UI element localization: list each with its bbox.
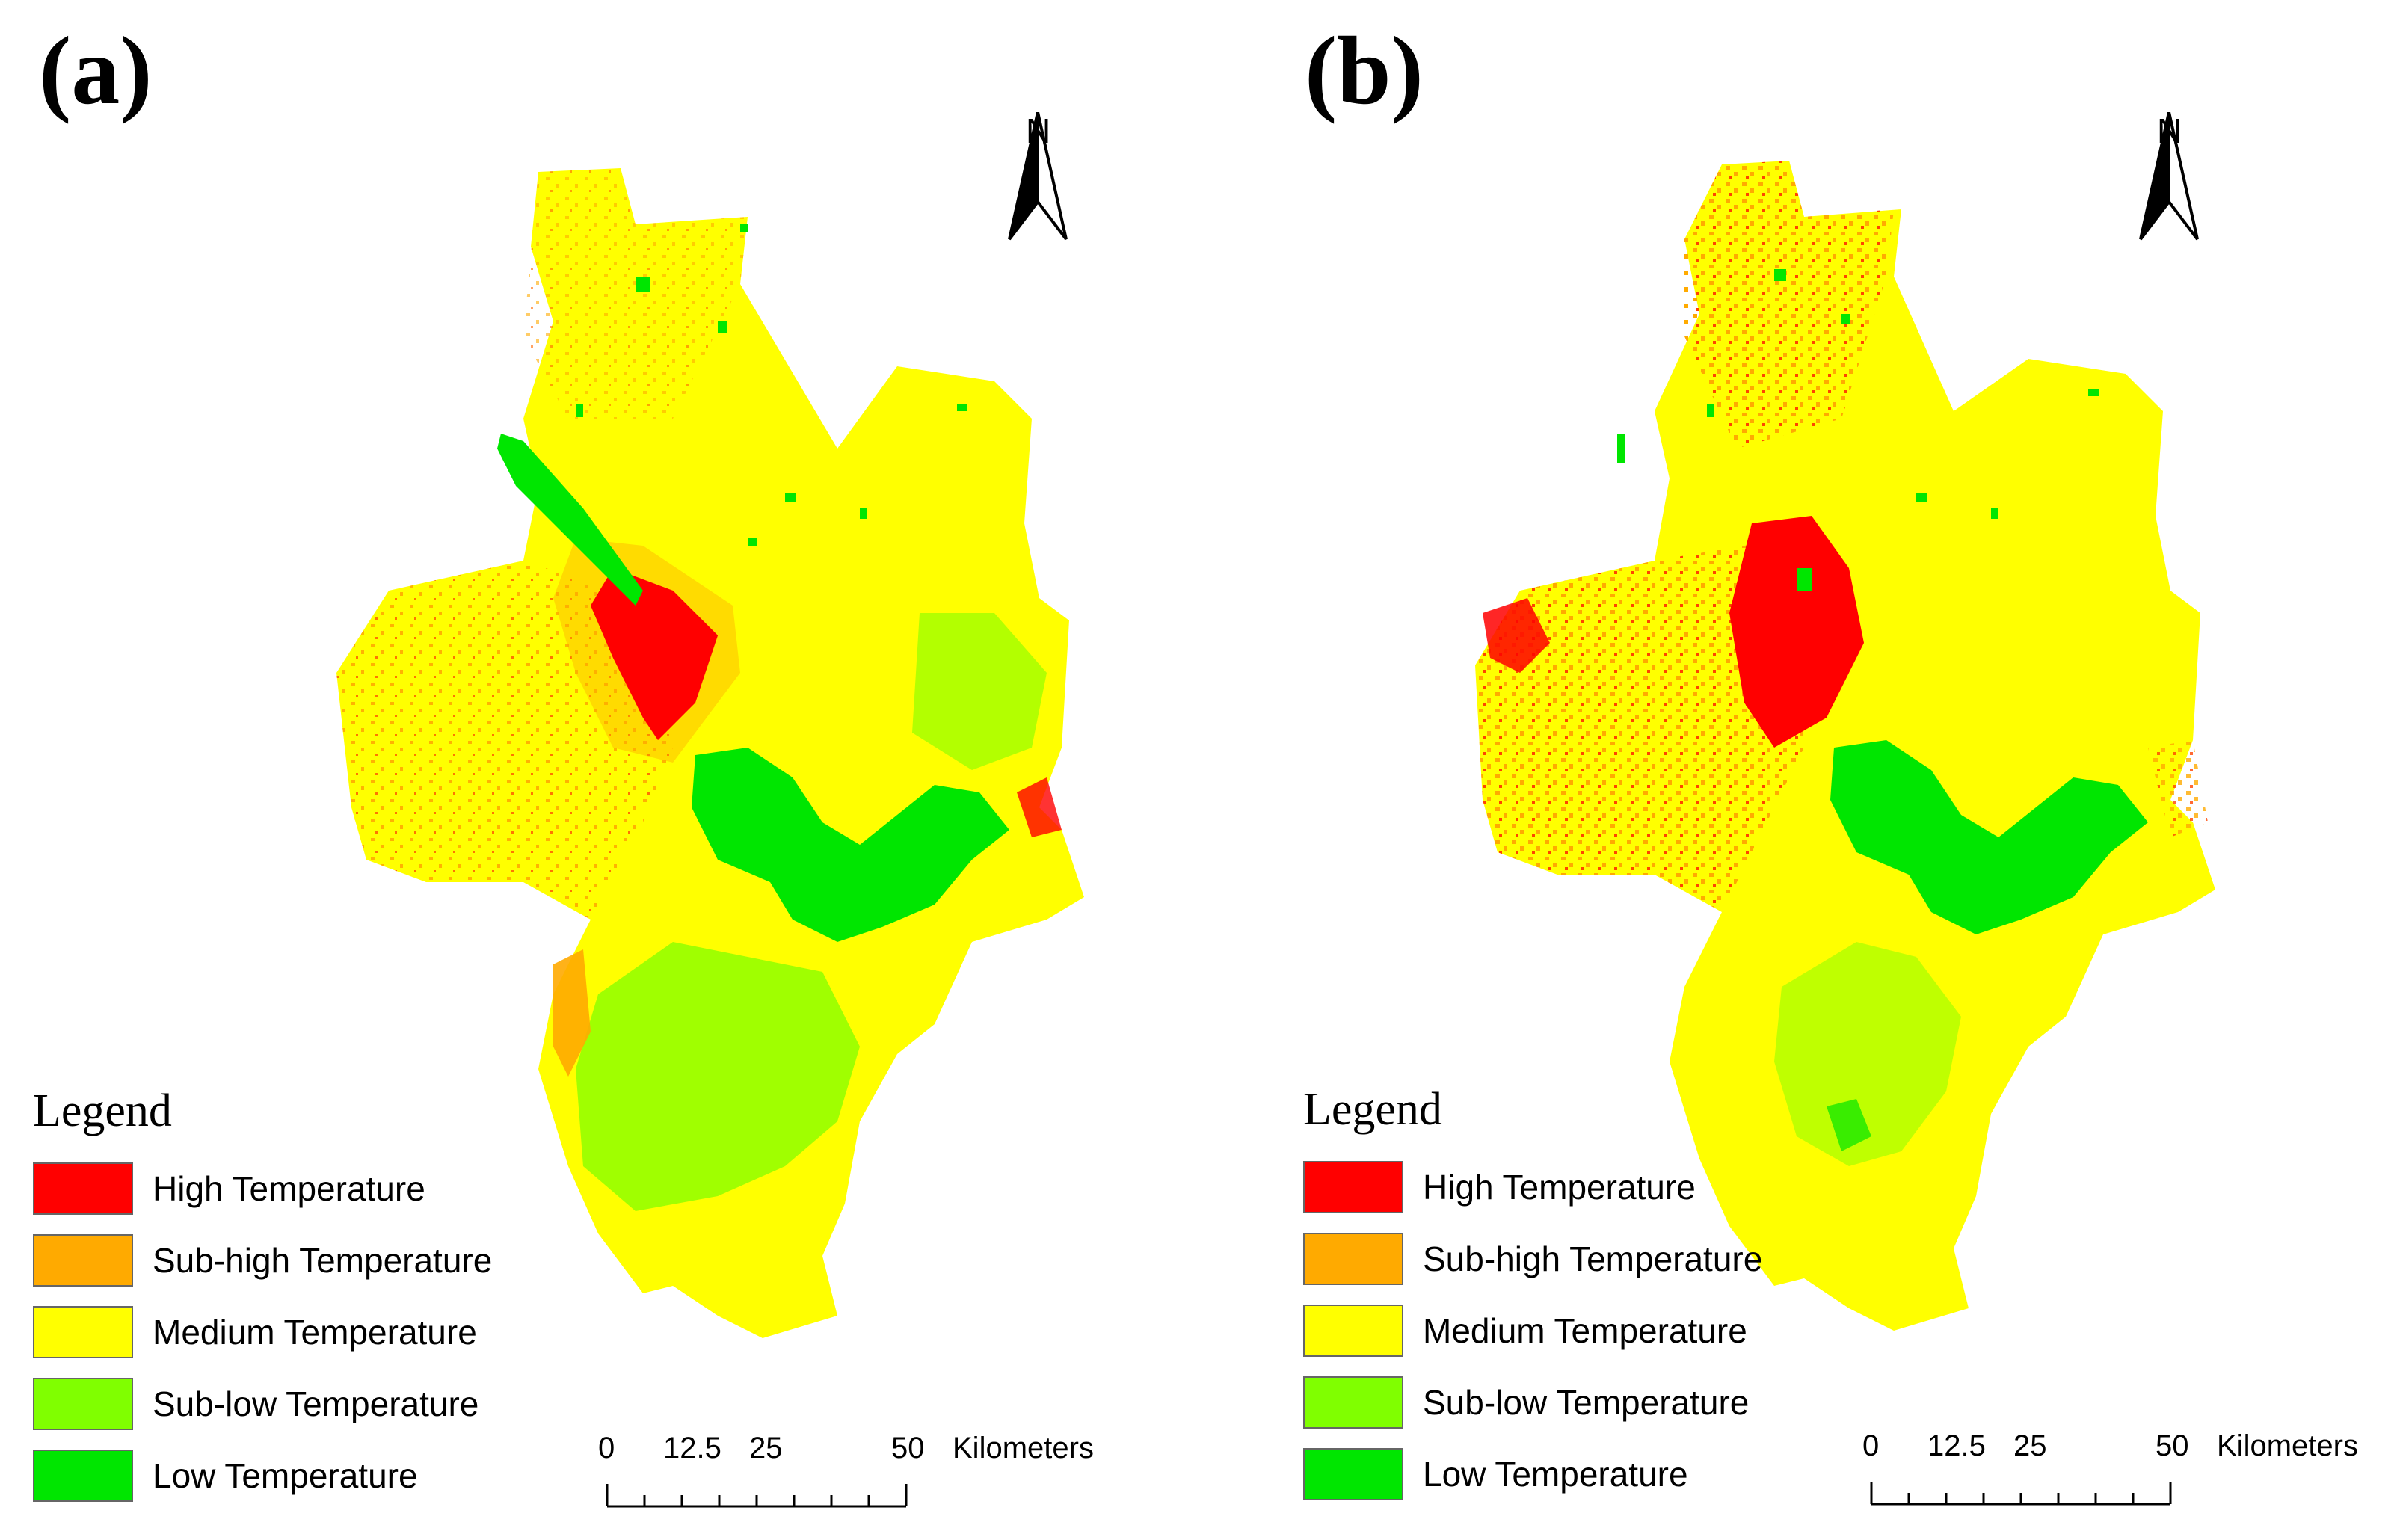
- north-arrow-icon: [2133, 111, 2200, 250]
- legend-swatch: [33, 1450, 133, 1502]
- legend-swatch: [33, 1306, 133, 1358]
- legend-title: Legend: [1303, 1084, 1442, 1135]
- legend-item-high: High Temperature: [33, 1161, 492, 1216]
- legend-item-low: Low Temperature: [33, 1448, 492, 1503]
- panel-label: (b): [1305, 17, 1424, 125]
- legend-swatch: [1303, 1233, 1403, 1285]
- scale-unit: Kilometers: [953, 1432, 1094, 1464]
- eastern-warm-strip: [2148, 740, 2208, 837]
- eastern-cool-zone: [912, 613, 1047, 770]
- scale-tick-label: 12.5: [1927, 1429, 1986, 1462]
- scale-bar: 0 12.5 25 50 Kilometers: [1856, 1429, 2358, 1512]
- river: [497, 434, 643, 606]
- legend-title: Legend: [33, 1085, 172, 1136]
- scale-tick-label: 0: [598, 1432, 615, 1464]
- legend-swatch: [1303, 1376, 1403, 1429]
- map-panel-a: (a): [0, 0, 1198, 1540]
- map-panel-b: (b): [1198, 0, 2397, 1540]
- scale-tick-label: 50: [891, 1432, 925, 1464]
- scale-tick-label: 50: [2156, 1429, 2189, 1462]
- legend-label: Low Temperature: [1423, 1455, 1688, 1494]
- scale-tick-label: 25: [749, 1432, 783, 1464]
- scale-ruler: [1870, 1482, 2172, 1506]
- legend-label: Sub-low Temperature: [153, 1385, 479, 1423]
- southwest-warm-strip: [553, 949, 591, 1077]
- legend-swatch: [33, 1162, 133, 1215]
- legend-item-low: Low Temperature: [1303, 1447, 1762, 1502]
- legend-swatch: [1303, 1161, 1403, 1213]
- legend-item-sub-low: Sub-low Temperature: [1303, 1375, 1762, 1430]
- legend-item-sub-low: Sub-low Temperature: [33, 1376, 492, 1432]
- east-hot-strip: [1017, 777, 1062, 837]
- legend-label: High Temperature: [1423, 1168, 1696, 1207]
- small-water-bodies: [576, 224, 967, 546]
- legend-swatch: [33, 1378, 133, 1430]
- southern-cool-spot: [1827, 1099, 1871, 1151]
- legend-label: Medium Temperature: [1423, 1311, 1747, 1350]
- legend-item-medium: Medium Temperature: [1303, 1303, 1762, 1358]
- legend-label: Sub-low Temperature: [1423, 1383, 1750, 1422]
- legend-swatch: [1303, 1305, 1403, 1357]
- northern-warm-zone: [1684, 161, 1894, 449]
- scale-unit: Kilometers: [2217, 1429, 2358, 1462]
- panel-label: (a): [39, 17, 153, 125]
- southern-cool-zone: [576, 942, 860, 1211]
- small-water-bodies: [1617, 269, 2099, 591]
- legend-label: Sub-high Temperature: [1423, 1239, 1763, 1278]
- scale-tick-label: 0: [1862, 1429, 1880, 1462]
- lake: [692, 748, 1009, 942]
- legend: Legend High Temperature Sub-high Tempera…: [1303, 1086, 1762, 1518]
- urban-heat-spot: [1483, 598, 1550, 673]
- scale-ruler: [606, 1484, 908, 1508]
- temperature-map: [1475, 161, 2215, 1331]
- legend-item-medium: Medium Temperature: [33, 1305, 492, 1360]
- legend-item-high: High Temperature: [1303, 1159, 1762, 1215]
- lake: [1830, 740, 2148, 934]
- legend-label: Sub-high Temperature: [153, 1241, 493, 1280]
- scale-tick-label: 25: [2013, 1429, 2047, 1462]
- scale-bar: 0 12.5 25 50 Kilometers: [592, 1432, 1094, 1514]
- scale-tick-label: 12.5: [663, 1432, 721, 1464]
- legend: Legend High Temperature Sub-high Tempera…: [33, 1088, 492, 1520]
- legend-label: Medium Temperature: [153, 1313, 477, 1352]
- legend-label: High Temperature: [153, 1169, 425, 1208]
- north-arrow-icon: [1002, 111, 1069, 250]
- northern-warm-zone: [523, 168, 748, 419]
- legend-swatch: [1303, 1448, 1403, 1500]
- legend-item-sub-high: Sub-high Temperature: [33, 1233, 492, 1288]
- urban-heat-core: [1729, 516, 1864, 748]
- legend-label: Low Temperature: [153, 1456, 418, 1495]
- region-base: [1475, 161, 2215, 1331]
- southern-cool-zone: [1774, 942, 1961, 1166]
- legend-swatch: [33, 1234, 133, 1287]
- north-label: N: [1026, 111, 1051, 150]
- western-warm-zone: [336, 561, 673, 920]
- temperature-map: [336, 168, 1084, 1338]
- legend-item-sub-high: Sub-high Temperature: [1303, 1231, 1762, 1287]
- north-label: N: [2157, 111, 2182, 150]
